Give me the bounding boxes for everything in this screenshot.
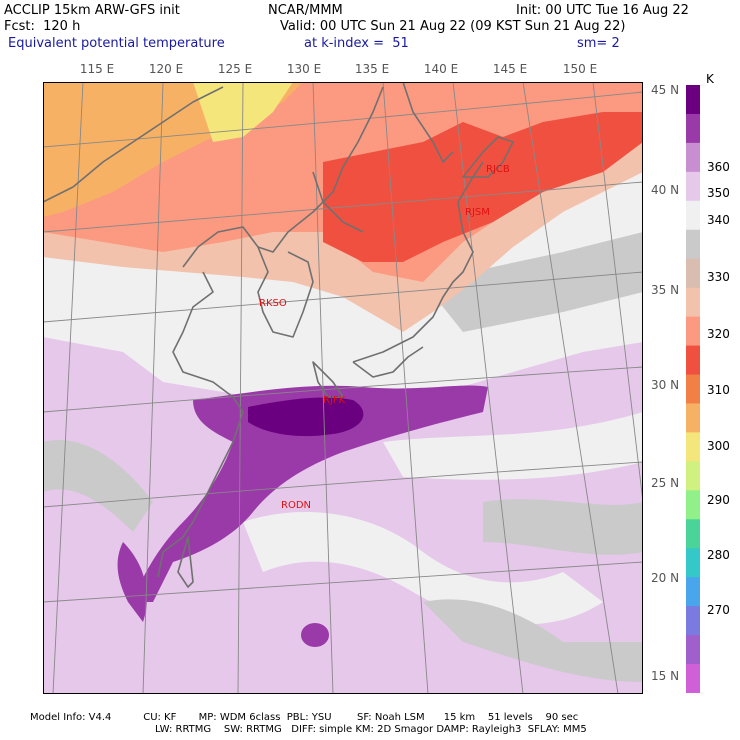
lon-label: 145 E: [492, 62, 528, 76]
theta-e-band-mid: [423, 599, 643, 682]
station-rjsm: RJSM: [465, 207, 490, 218]
colorbar-swatch: [686, 142, 700, 173]
lon-label: 150 E: [562, 62, 598, 76]
lon-label: 130 E: [286, 62, 322, 76]
colorbar-label: 330: [707, 270, 730, 284]
lon-label: 115 E: [79, 62, 115, 76]
colorbar-swatch: [686, 664, 700, 693]
theta-e-band-mid: [383, 412, 643, 480]
colorbar-swatch: [686, 548, 700, 578]
lon-label: 140 E: [423, 62, 459, 76]
colorbar-swatch: [686, 287, 700, 318]
model-title: ACCLIP 15km ARW-GFS init: [4, 3, 180, 18]
colorbar-swatch: [686, 374, 700, 404]
colorbar-swatch: [686, 113, 700, 144]
station-rjcb: RJCB: [486, 164, 510, 175]
theta-e-map[interactable]: RJCB RJSM RKSO RJFK RODN: [43, 82, 643, 694]
colorbar-swatch: [686, 403, 700, 433]
theta-e-band-mid: [243, 512, 603, 625]
colorbar-swatch: [686, 432, 700, 462]
colorbar: [686, 85, 700, 693]
institution-label: NCAR/MMM: [268, 3, 343, 18]
smoothing-label: sm= 2: [577, 36, 620, 51]
lat-label: 25 N: [651, 476, 680, 490]
theta-e-band-mid: [423, 232, 643, 332]
station-rjfk: RJFK: [323, 395, 346, 406]
lat-label: 40 N: [651, 183, 680, 197]
coastlines: [43, 82, 514, 588]
level-label: at k-index = 51: [304, 36, 409, 51]
colorbar-label: 300: [707, 439, 730, 453]
colorbar-swatch: [686, 258, 700, 289]
colorbar-swatch: [686, 519, 700, 549]
lon-label: 120 E: [148, 62, 184, 76]
map-frame: [43, 82, 643, 694]
lat-lon-grid: [43, 82, 643, 694]
theta-e-band-highest: [117, 542, 147, 622]
colorbar-swatch: [686, 635, 700, 665]
colorbar-swatch: [686, 316, 700, 347]
colorbar-label: 350: [707, 186, 730, 200]
colorbar-swatch: [686, 345, 700, 376]
valid-time: Valid: 00 UTC Sun 21 Aug 22 (09 KST Sun …: [280, 19, 626, 34]
field-name: Equivalent potential temperature: [8, 36, 225, 51]
colorbar-label: 310: [707, 383, 730, 397]
colorbar-label: 270: [707, 603, 730, 617]
colorbar-label: 290: [707, 493, 730, 507]
lat-label: 45 N: [651, 83, 680, 97]
colorbar-swatch: [686, 461, 700, 491]
theta-e-cell: [301, 623, 329, 647]
init-time: Init: 00 UTC Tue 16 Aug 22: [516, 3, 689, 18]
station-rkso: RKSO: [259, 298, 287, 309]
colorbar-swatch: [686, 171, 700, 202]
theta-e-band-mid: [43, 440, 153, 532]
colorbar-label: 340: [707, 213, 730, 227]
colorbar-swatch: [686, 606, 700, 636]
theta-e-core: [248, 397, 364, 437]
forecast-hour: Fcst: 120 h: [4, 19, 81, 34]
theta-e-band-mid: [483, 499, 643, 555]
colorbar-swatch: [686, 200, 700, 231]
colorbar-swatch: [686, 85, 700, 115]
colorbar-swatch: [686, 577, 700, 607]
lat-label: 20 N: [651, 571, 680, 585]
colorbar-label: 360: [707, 160, 730, 174]
lat-label: 30 N: [651, 378, 680, 392]
lon-label: 125 E: [217, 62, 253, 76]
colorbar-swatch: [686, 229, 700, 260]
station-markers: RJCB RJSM RKSO RJFK RODN: [259, 164, 510, 511]
lon-label: 135 E: [354, 62, 390, 76]
lat-label: 15 N: [651, 669, 680, 683]
station-rodn: RODN: [281, 500, 311, 511]
model-info: Model Info: V4.4 CU: KF MP: WDM 6class P…: [30, 712, 579, 723]
lat-label: 35 N: [651, 283, 680, 297]
colorbar-swatch: [686, 490, 700, 520]
colorbar-unit: K: [706, 72, 714, 86]
physics-info: LW: RRTMG SW: RRTMG DIFF: simple KM: 2D …: [155, 724, 587, 735]
colorbar-label: 320: [707, 327, 730, 341]
theta-e-band-low: [323, 112, 643, 262]
colorbar-label: 280: [707, 548, 730, 562]
